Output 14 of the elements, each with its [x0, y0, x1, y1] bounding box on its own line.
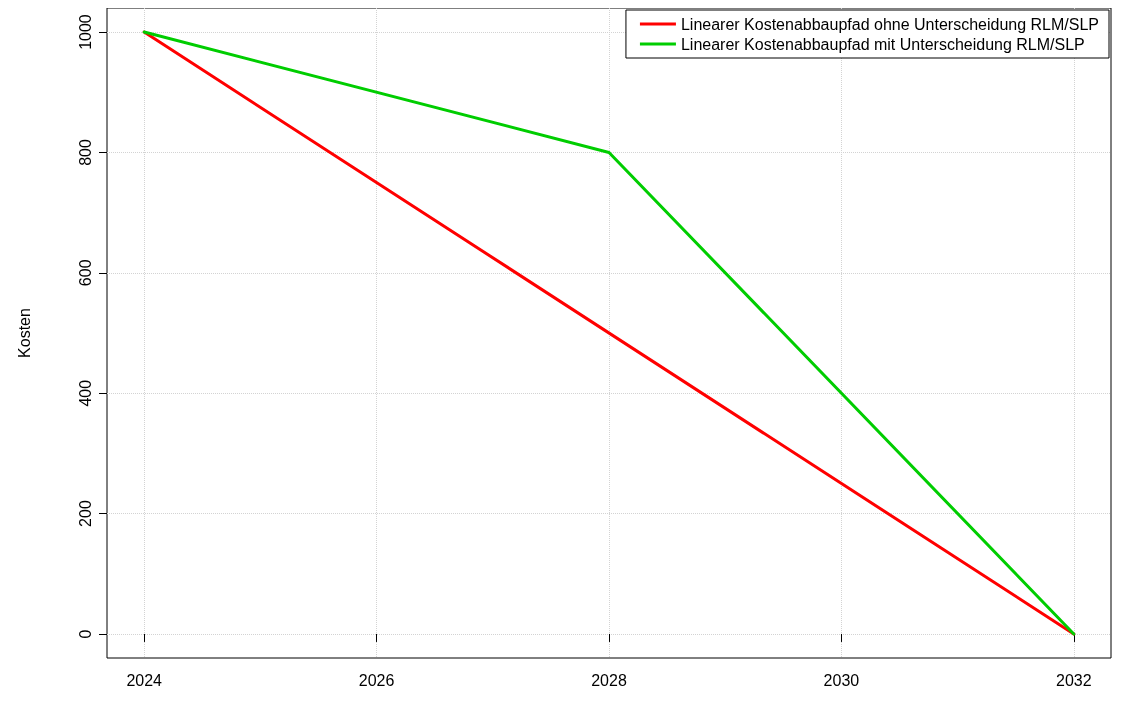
- x-tick-label: 2030: [823, 671, 860, 689]
- legend-label: Linearer Kostenabbaupfad mit Unterscheidung RLM/SLP: [680, 35, 1085, 53]
- y-tick-label: 800: [76, 139, 94, 166]
- y-tick-label: 200: [76, 500, 94, 527]
- y-tick-label: 0: [76, 629, 94, 639]
- x-tick-label: 2032: [1056, 671, 1092, 689]
- x-tick-label: 2028: [591, 671, 627, 689]
- y-axis-title: Kosten: [15, 308, 33, 358]
- legend-label: Linearer Kostenabbaupfad ohne Unterscheidung RLM/SLP: [680, 15, 1099, 33]
- x-tick-label: 2024: [126, 671, 163, 689]
- y-tick-label: 600: [76, 259, 94, 287]
- y-tick-label: 400: [76, 379, 94, 407]
- x-tick-label: 2026: [358, 671, 395, 689]
- y-tick-label: 1000: [76, 14, 94, 50]
